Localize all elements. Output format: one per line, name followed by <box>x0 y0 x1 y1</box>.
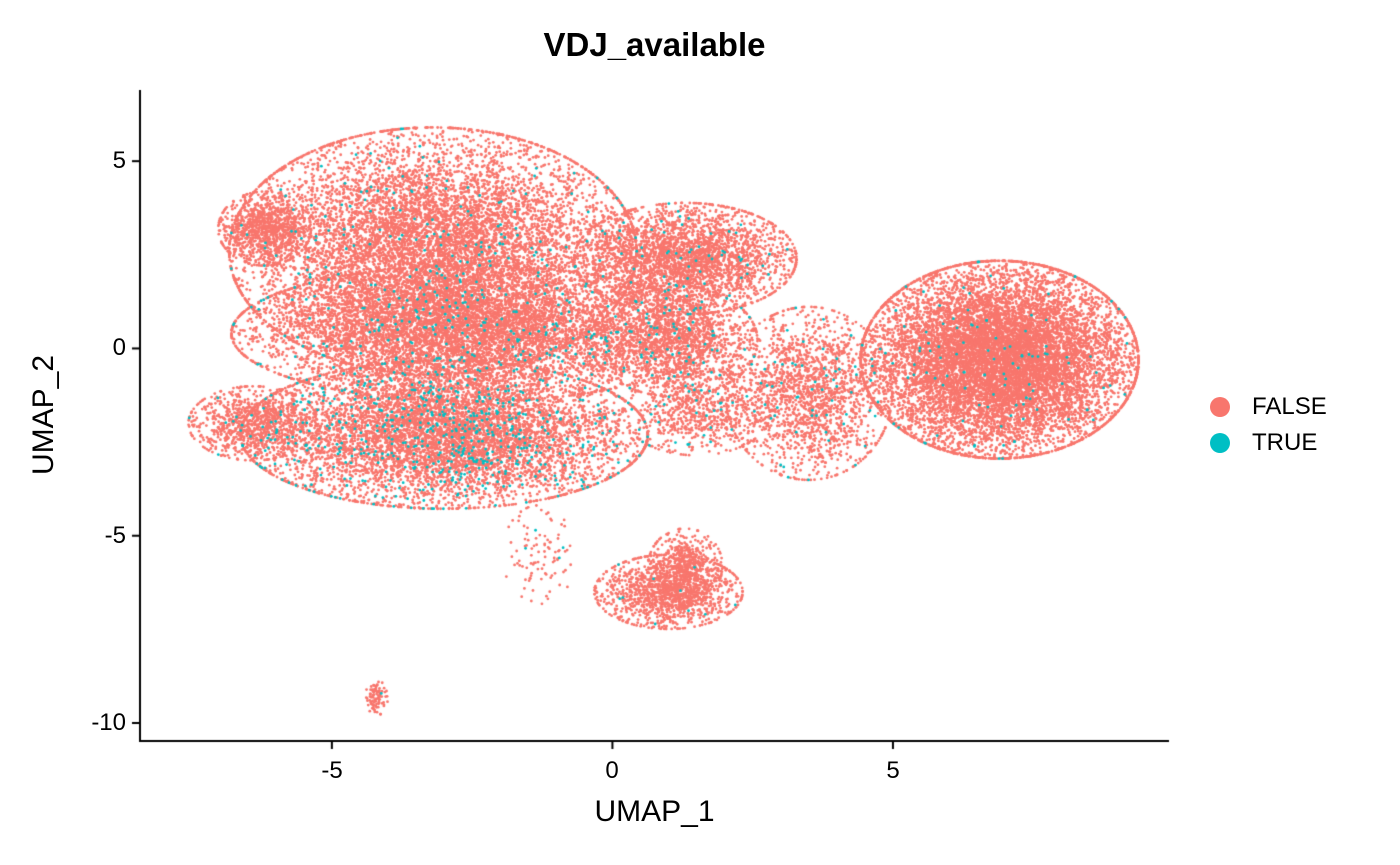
y-tick-label: 0 <box>112 334 126 361</box>
y-axis-label: UMAP_2 <box>27 354 60 476</box>
legend-label: TRUE <box>1252 429 1318 456</box>
x-axis-label: UMAP_1 <box>594 795 715 828</box>
legend-item-false: FALSE <box>1210 389 1327 425</box>
y-tick-label: -5 <box>104 522 126 549</box>
legend: FALSE TRUE <box>1210 389 1327 461</box>
legend-label: FALSE <box>1252 393 1327 420</box>
y-tick-label: -10 <box>91 709 126 736</box>
y-tick-label: 5 <box>112 147 126 174</box>
legend-item-true: TRUE <box>1210 425 1327 461</box>
x-tick-label: 0 <box>605 757 619 784</box>
x-tick-label: 5 <box>886 757 900 784</box>
legend-swatch-false-icon <box>1210 397 1230 417</box>
legend-swatch-true-icon <box>1210 433 1230 453</box>
x-tick-label: -5 <box>321 757 343 784</box>
